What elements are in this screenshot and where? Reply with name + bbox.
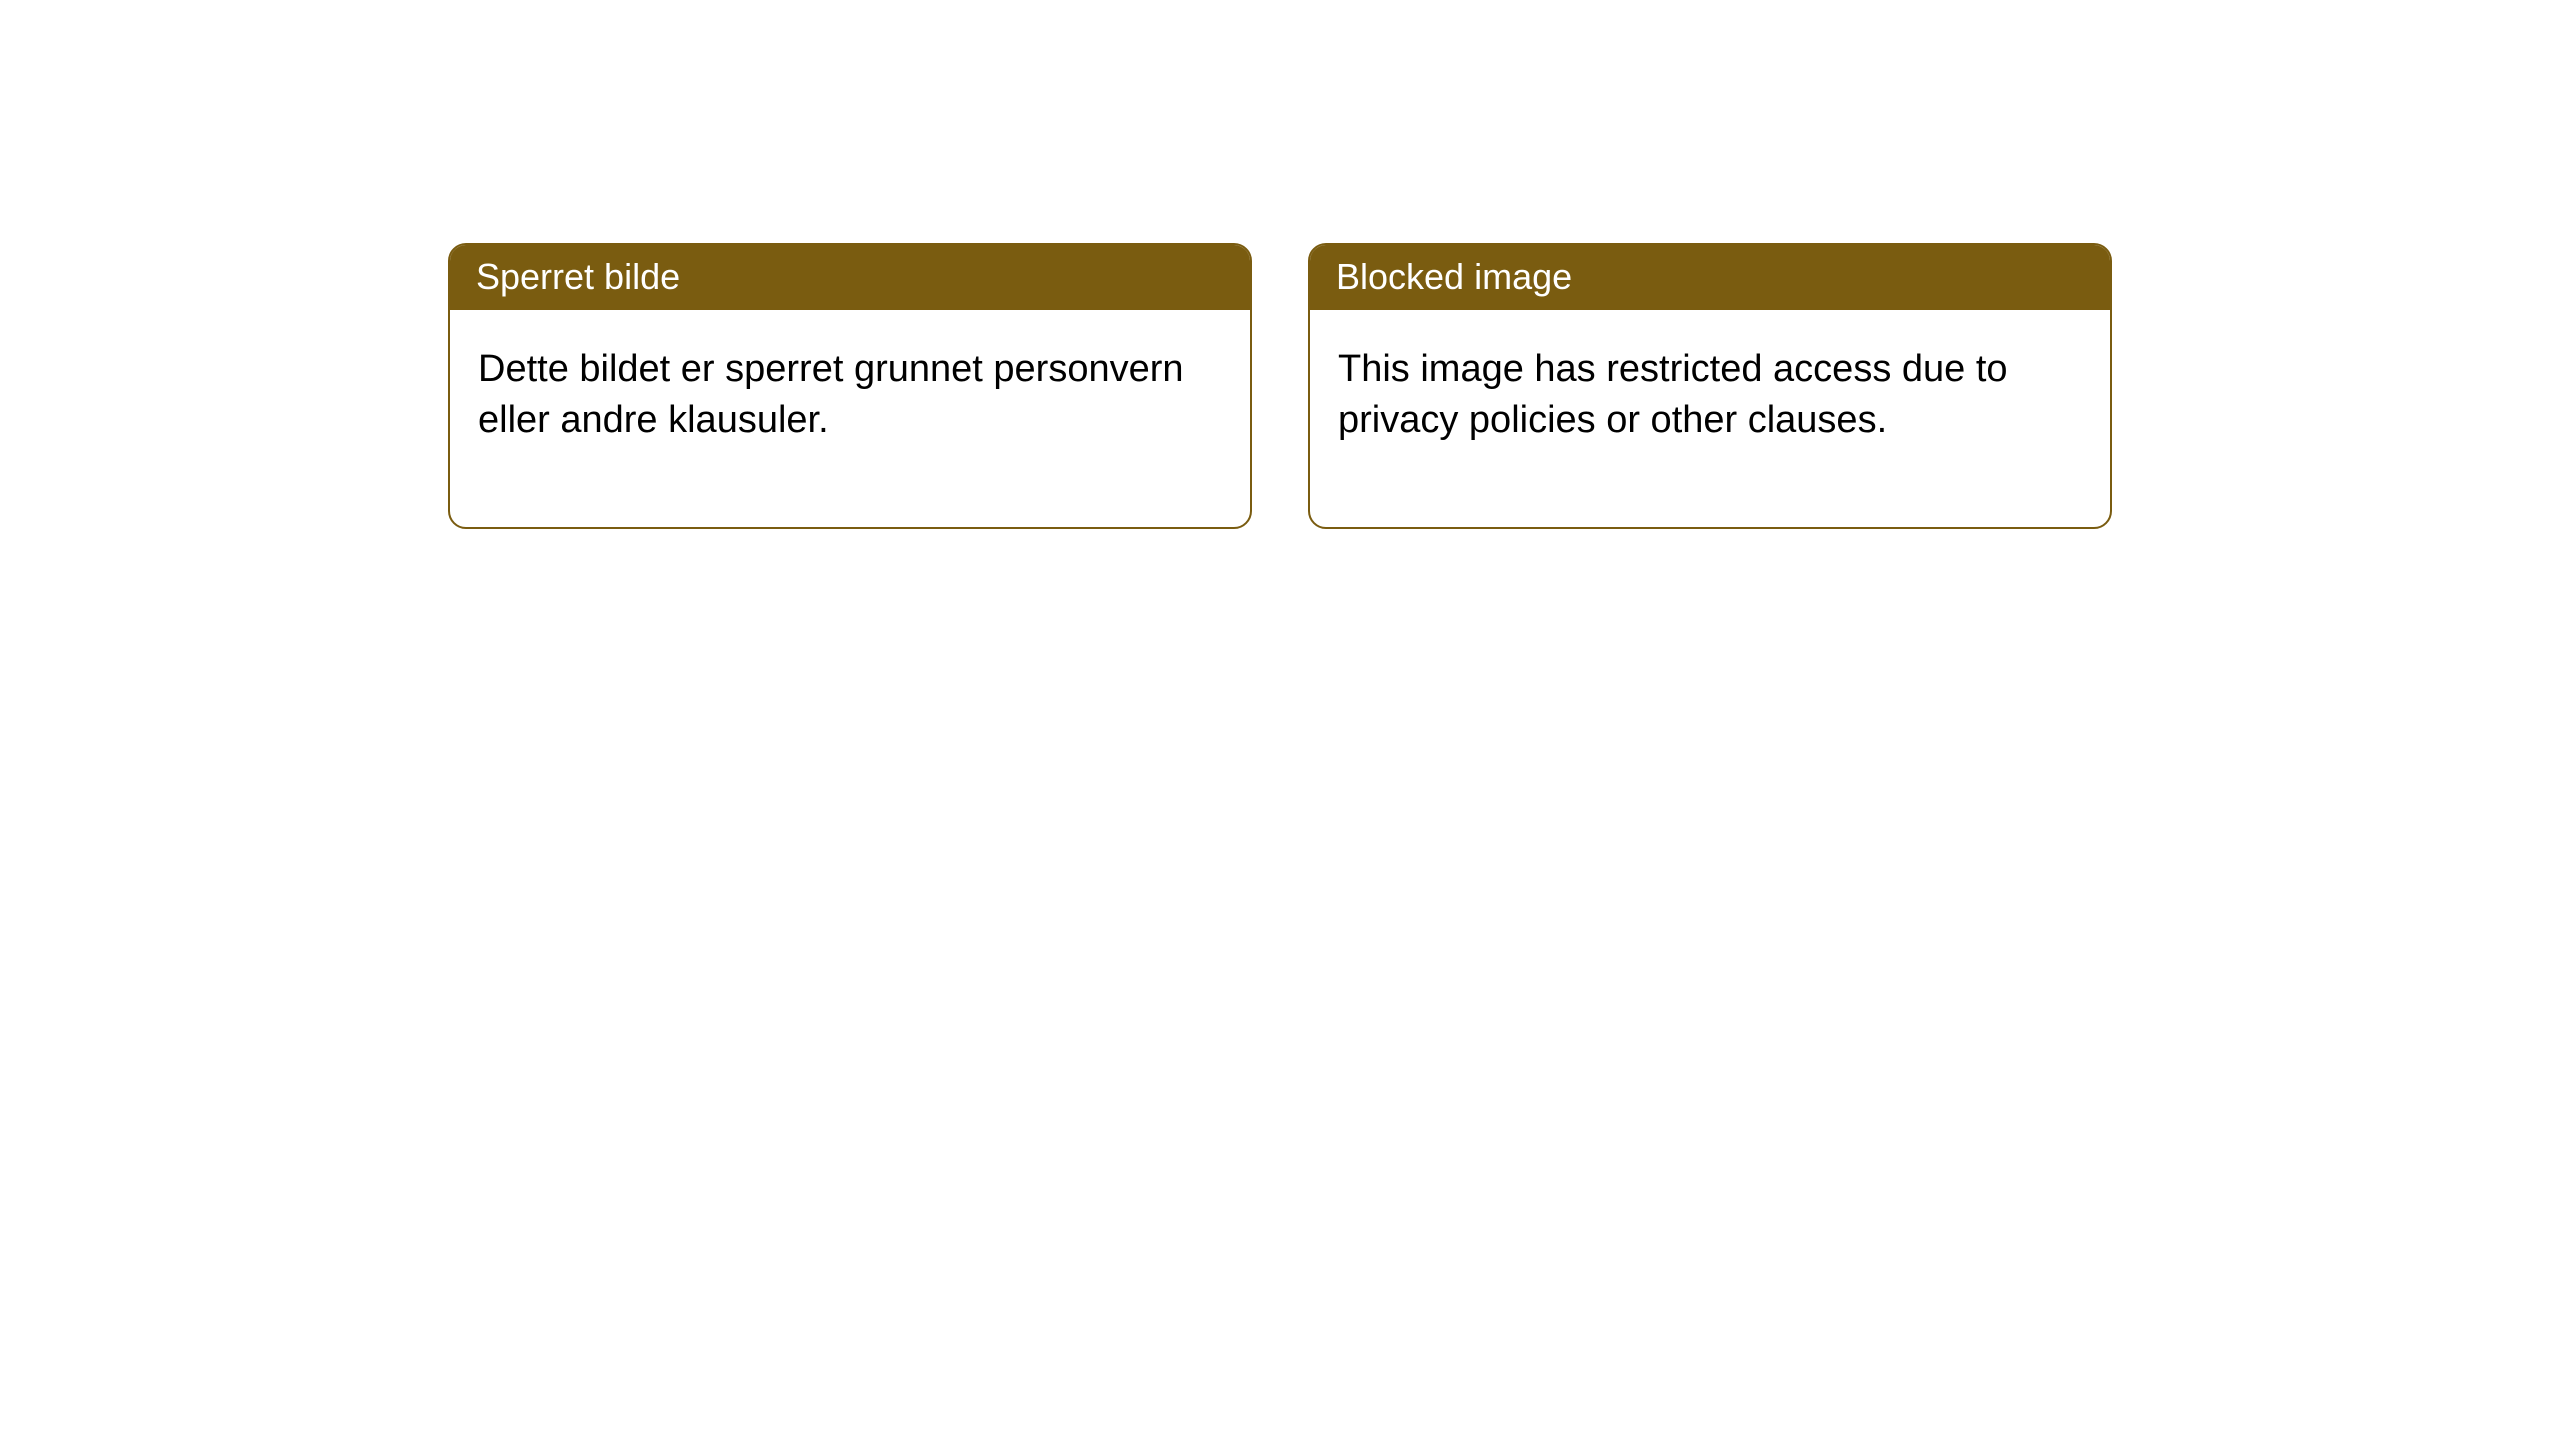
notice-header: Sperret bilde (450, 245, 1250, 310)
notice-card-norwegian: Sperret bilde Dette bildet er sperret gr… (448, 243, 1252, 529)
notice-container: Sperret bilde Dette bildet er sperret gr… (448, 243, 2112, 529)
notice-body: Dette bildet er sperret grunnet personve… (450, 310, 1250, 527)
notice-card-english: Blocked image This image has restricted … (1308, 243, 2112, 529)
notice-body: This image has restricted access due to … (1310, 310, 2110, 527)
notice-header: Blocked image (1310, 245, 2110, 310)
